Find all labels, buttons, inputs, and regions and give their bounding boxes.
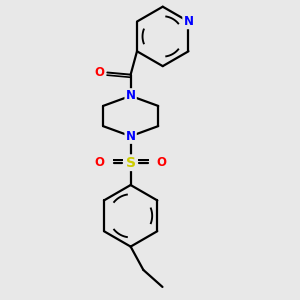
Text: O: O [95,66,105,79]
Text: O: O [156,156,167,169]
Text: N: N [126,89,136,102]
Text: S: S [126,156,136,170]
Text: O: O [95,156,105,169]
Text: N: N [126,130,136,143]
Text: N: N [184,15,194,28]
